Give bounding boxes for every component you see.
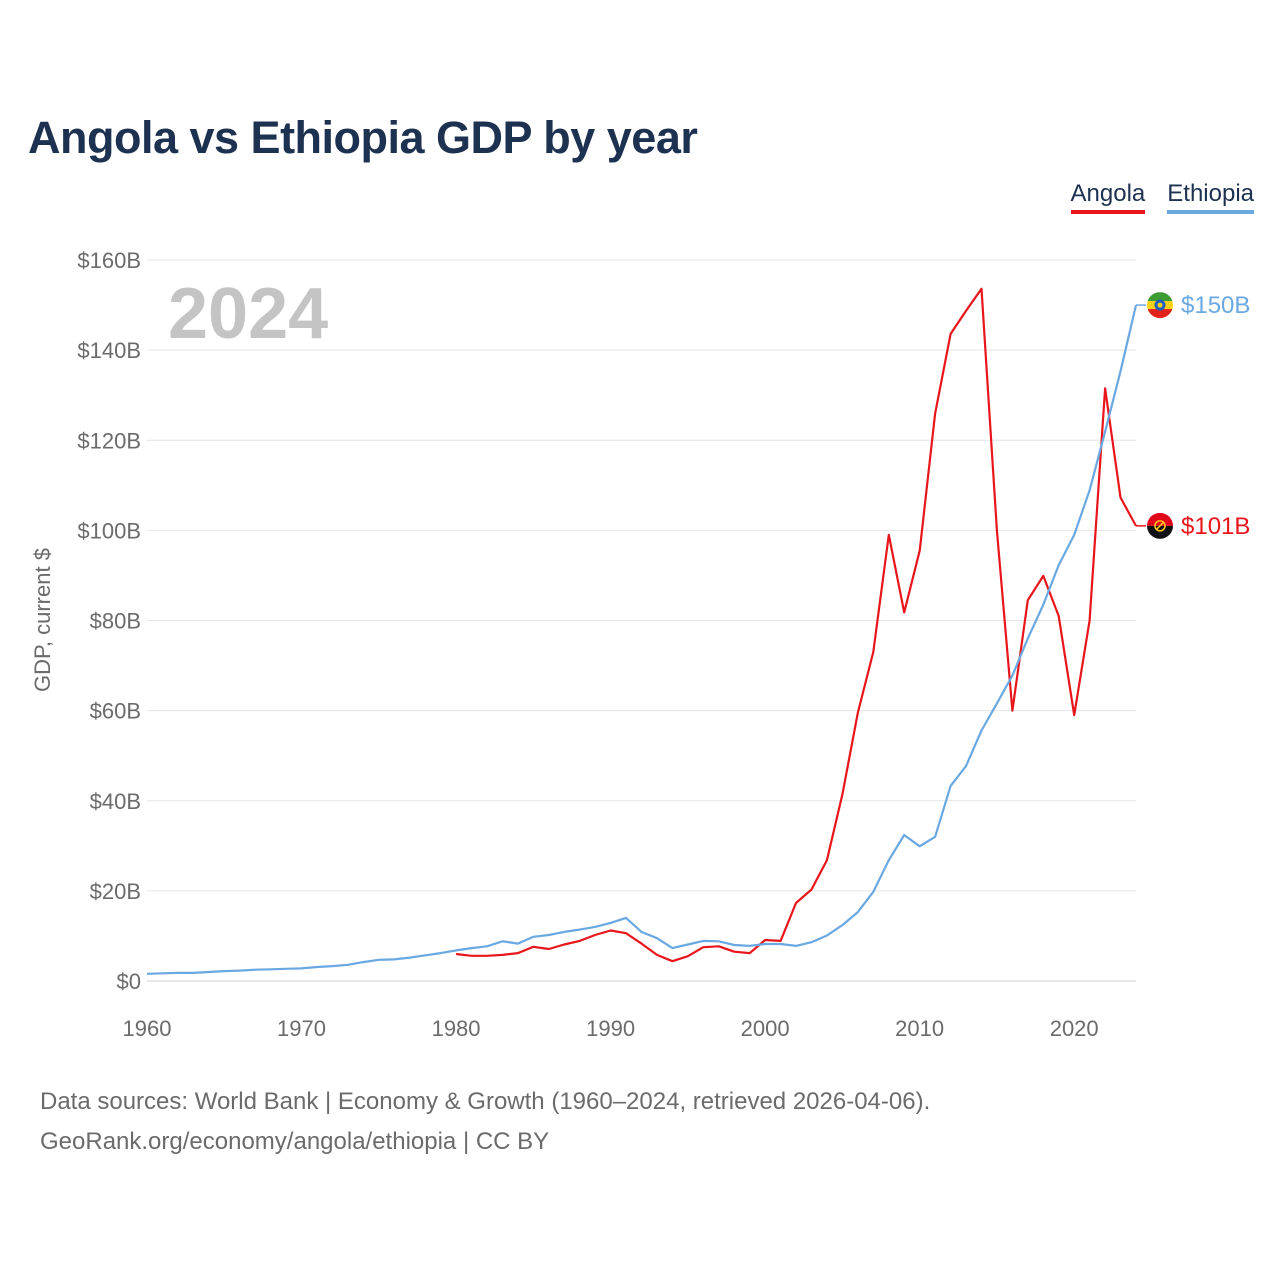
source-line-2[interactable]: GeoRank.org/economy/angola/ethiopia | CC… [40, 1128, 550, 1155]
grid-lines [147, 259, 1136, 982]
x-tick-label: 2020 [1050, 1016, 1099, 1041]
series-line-angola [455, 287, 1137, 963]
angola-flag-icon [1147, 512, 1173, 539]
x-tick-label: 2010 [895, 1016, 944, 1041]
y-axis-label: GDP, current $ [30, 548, 55, 692]
y-tick-label: $20B [90, 879, 141, 904]
x-tick-label: 1960 [123, 1016, 172, 1041]
legend: Angola Ethiopia [1070, 180, 1254, 214]
end-label-ethiopia: $150B [1181, 292, 1250, 319]
y-tick-label: $40B [90, 789, 141, 814]
y-tick-label: $0 [117, 969, 141, 994]
x-tick-label: 1990 [586, 1016, 635, 1041]
y-tick-label: $100B [77, 518, 141, 543]
year-display: 2024 [168, 274, 328, 354]
source-line-1: Data sources: World Bank | Economy & Gro… [40, 1088, 931, 1115]
series-lines [146, 287, 1138, 975]
legend-item-ethiopia[interactable]: Ethiopia [1167, 180, 1254, 214]
y-tick-label: $80B [90, 609, 141, 634]
y-tick-label: $60B [90, 699, 141, 724]
end-label-angola: $101B [1181, 513, 1250, 540]
legend-item-angola[interactable]: Angola [1070, 180, 1146, 214]
source-note: Data sources: World Bank | Economy & Gro… [40, 1082, 930, 1162]
series-line-ethiopia [146, 304, 1138, 975]
x-axis-ticks: 1960 1970 1980 1990 2000 2010 2020 [123, 1016, 1099, 1041]
ethiopia-flag-icon [1147, 292, 1173, 319]
x-tick-label: 2000 [741, 1016, 790, 1041]
chart-title: Angola vs Ethiopia GDP by year [28, 112, 698, 163]
y-axis-ticks: $0 $20B $40B $60B $80B $100B $120B $140B $160B [77, 248, 141, 994]
x-tick-label: 1980 [432, 1016, 481, 1041]
y-tick-label: $160B [77, 248, 141, 273]
end-markers: $150B $101B [1136, 292, 1250, 540]
x-tick-label: 1970 [277, 1016, 326, 1041]
y-tick-label: $120B [77, 428, 141, 453]
y-tick-label: $140B [77, 338, 141, 363]
line-chart: $0 $20B $40B $60B $80B $100B $120B $140B $160B 1… [30, 248, 1250, 1041]
